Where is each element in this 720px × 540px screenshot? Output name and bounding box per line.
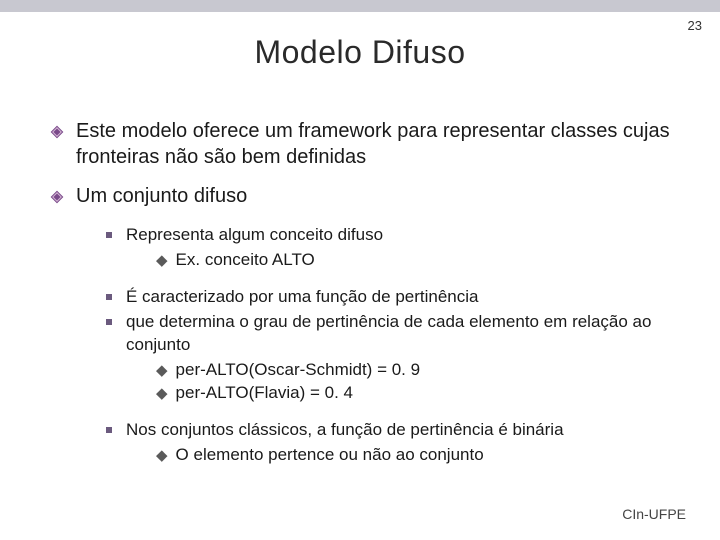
square-icon	[106, 294, 112, 300]
bullet-text: É caracterizado por uma função de pertin…	[126, 286, 478, 309]
arrow-icon: ◆	[156, 251, 168, 271]
diamond-icon	[50, 190, 64, 204]
bullet-text: Nos conjuntos clássicos, a função de per…	[126, 419, 564, 442]
footer-text: CIn-UFPE	[622, 506, 686, 522]
bullet-l3: ◆ per-ALTO(Flavia) = 0. 4	[156, 382, 682, 404]
top-bar	[0, 0, 720, 12]
bullet-text: Este modelo oferece um framework para re…	[76, 119, 682, 170]
bullet-l3: ◆ per-ALTO(Oscar-Schmidt) = 0. 9	[156, 359, 682, 381]
bullet-text: Um conjunto difuso	[76, 184, 247, 210]
bullet-l2: Representa algum conceito difuso	[106, 224, 682, 247]
bullet-l1: Este modelo oferece um framework para re…	[50, 119, 682, 170]
square-icon	[106, 427, 112, 433]
bullet-l3: ◆ O elemento pertence ou não ao conjunto	[156, 444, 682, 466]
bullet-l2: É caracterizado por uma função de pertin…	[106, 286, 682, 309]
bullet-l3: ◆ Ex. conceito ALTO	[156, 249, 682, 271]
square-icon	[106, 232, 112, 238]
slide-title: Modelo Difuso	[0, 34, 720, 71]
bullet-text: que determina o grau de pertinência de c…	[126, 311, 682, 357]
bullet-text: per-ALTO(Flavia) = 0. 4	[176, 382, 353, 404]
bullet-text: Ex. conceito ALTO	[176, 249, 315, 271]
bullet-text: Representa algum conceito difuso	[126, 224, 383, 247]
square-icon	[106, 319, 112, 325]
slide-number: 23	[688, 18, 702, 33]
bullet-text: O elemento pertence ou não ao conjunto	[176, 444, 484, 466]
bullet-l2: que determina o grau de pertinência de c…	[106, 311, 682, 357]
bullet-text: per-ALTO(Oscar-Schmidt) = 0. 9	[176, 359, 421, 381]
diamond-icon	[50, 125, 64, 139]
arrow-icon: ◆	[156, 446, 168, 466]
bullet-l2: Nos conjuntos clássicos, a função de per…	[106, 419, 682, 442]
arrow-icon: ◆	[156, 384, 168, 404]
bullet-l1: Um conjunto difuso	[50, 184, 682, 210]
content-area: Este modelo oferece um framework para re…	[0, 119, 720, 466]
arrow-icon: ◆	[156, 361, 168, 381]
